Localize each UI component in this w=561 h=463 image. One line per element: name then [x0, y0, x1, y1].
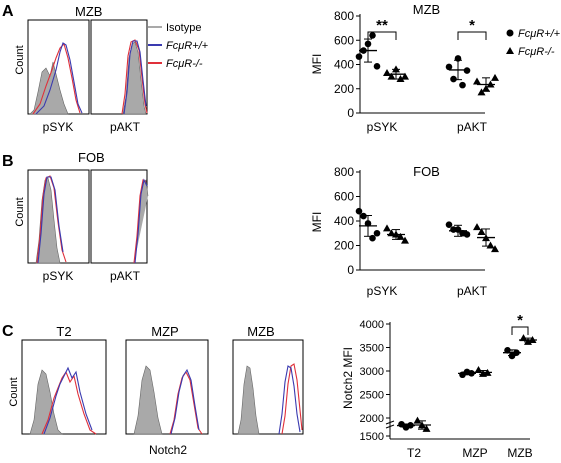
chart-1-ytick-label-0: 0 — [347, 263, 354, 277]
chart-1-ytick-label-2: 400 — [334, 214, 354, 228]
legend-triangle-marker — [506, 47, 514, 54]
chart-2-category-1: MZP — [462, 446, 487, 460]
chart-0-circle-point — [450, 75, 457, 83]
histogram-a-pakt — [90, 19, 148, 115]
chart-0-triangle-point — [491, 73, 499, 81]
chart-1-triangle-point — [396, 232, 405, 240]
chart-0-circle-point — [445, 63, 453, 71]
chart-1-triangle-point — [477, 228, 486, 236]
chart-2-significance-bracket — [511, 326, 529, 335]
legend-circle-marker — [506, 29, 514, 37]
legend-isotype-label: Isotype — [166, 22, 201, 34]
chart-0-category-0: pSYK — [367, 120, 398, 134]
chart-1-category-1: pAKT — [457, 284, 488, 298]
chart-0-circle-point — [369, 32, 376, 39]
chart-0-ylabel: MFI — [310, 54, 324, 75]
histogram-c-mzb — [232, 339, 304, 435]
chart-2-circle-point — [504, 347, 511, 354]
panel-c-xlabel: Notch2 — [149, 443, 187, 457]
chart-0-title: MZB — [413, 2, 440, 17]
chart-1-circle-point — [463, 231, 471, 238]
chart-2-ytick-label-5: 4000 — [360, 319, 384, 331]
chart-1-triangle-point — [401, 236, 409, 244]
chart-1-circle-point — [360, 212, 367, 220]
chart-2-significance-label: * — [517, 312, 523, 329]
chart-0-ytick-label-2: 400 — [334, 58, 354, 72]
chart-1-circle-point — [445, 221, 453, 228]
chart-1-triangle-point — [473, 223, 481, 231]
panel-c-title-mzb: MZB — [247, 324, 274, 339]
histogram-a-psyk — [27, 19, 90, 115]
scatter-legend: FcμR+/+ FcμR-/- — [506, 28, 561, 58]
chart-1-ytick-label-4: 800 — [334, 165, 354, 179]
chart-0-circle-point — [373, 63, 381, 70]
chart-0-category-1: pAKT — [457, 120, 488, 134]
panel-a-count-label: Count — [14, 45, 26, 74]
legend-wt-label: FcμR+/+ — [166, 40, 209, 52]
panel-letter-b: B — [2, 153, 14, 170]
legend-scatter-ko-label: FcμR-/- — [518, 46, 555, 58]
chart-0-significance-label: ** — [376, 17, 388, 34]
histogram-b-psyk — [27, 169, 90, 264]
panel-c-title-mzp: MZP — [151, 324, 178, 339]
chart-2-ylabel: Notch2 MFI — [341, 347, 355, 409]
chart-1-title: FOB — [413, 164, 440, 179]
chart-2-category-2: MZB — [507, 446, 532, 460]
chart-2-triangle-point — [474, 366, 483, 374]
histogram-b-psyk-label: pSYK — [43, 269, 74, 283]
chart-2-ytick-label-4: 3500 — [360, 343, 384, 355]
chart-0-ytick-label-1: 200 — [334, 82, 354, 96]
chart-2-axis-break-2 — [385, 424, 395, 429]
chart-2-ytick-label-0: 1500 — [360, 431, 384, 443]
chart-1-circle-point — [373, 229, 381, 237]
legend-scatter-wt-label: FcμR+/+ — [518, 28, 561, 40]
panel-b-title: FOB — [78, 150, 105, 165]
panel-c-title-t2: T2 — [56, 324, 71, 339]
chart-1-ytick-label-1: 200 — [334, 239, 354, 253]
chart-1-ytick-label-3: 600 — [334, 190, 354, 204]
chart-0-ytick-label-0: 0 — [347, 106, 354, 120]
chart-2-triangle-point — [413, 416, 422, 424]
chart-0-significance-label: * — [469, 17, 475, 34]
panel-c-count-label: Count — [8, 377, 20, 406]
chart-1-triangle-point — [383, 224, 391, 232]
histogram-b-pakt — [90, 169, 149, 264]
chart-2-ytick-label-2: 2500 — [360, 390, 384, 402]
histogram-c-t2 — [21, 339, 107, 435]
chart-0-circle-point — [459, 81, 466, 89]
histogram-b-pakt-label: pAKT — [110, 269, 141, 283]
chart-2-triangle-point — [422, 424, 431, 432]
chart-0-triangle-point — [383, 68, 391, 76]
chart-2-ytick-label-3: 3000 — [360, 366, 384, 378]
chart-2-category-0: T2 — [407, 446, 421, 460]
chart-1-category-0: pSYK — [367, 284, 398, 298]
chart-0-significance-bracket — [457, 31, 487, 40]
chart-0-significance-bracket — [367, 31, 397, 40]
chart-0-triangle-point — [396, 75, 405, 83]
panel-letter-c: C — [2, 323, 14, 340]
histogram-a-pakt-label: pAKT — [110, 120, 141, 134]
legend-ko-label: FcμR-/- — [166, 58, 203, 70]
chart-1-ylabel: MFI — [310, 212, 324, 233]
chart-0-triangle-point — [401, 72, 409, 80]
histogram-c-mzp — [125, 339, 209, 435]
chart-0-triangle-point — [477, 88, 486, 96]
chart-0-triangle-point — [473, 77, 481, 85]
histogram-a-psyk-label: pSYK — [43, 120, 74, 134]
histogram-legend: Isotype FcμR+/+ FcμR-/- — [148, 22, 209, 70]
chart-0-circle-point — [355, 53, 363, 60]
chart-0-ytick-label-3: 600 — [334, 33, 354, 47]
chart-2-axis-break-1 — [385, 420, 395, 425]
chart-2-ytick-label-1: 2000 — [360, 413, 384, 425]
chart-0-ytick-label-4: 800 — [334, 9, 354, 23]
chart-1-triangle-point — [486, 241, 495, 249]
chart-1-circle-point — [355, 207, 363, 215]
chart-1-triangle-point — [491, 245, 499, 253]
chart-0-triangle-point — [387, 72, 396, 80]
panel-b-count-label: Count — [14, 197, 26, 226]
panel-a-title: MZB — [75, 4, 102, 19]
panel-letter-a: A — [2, 3, 14, 20]
